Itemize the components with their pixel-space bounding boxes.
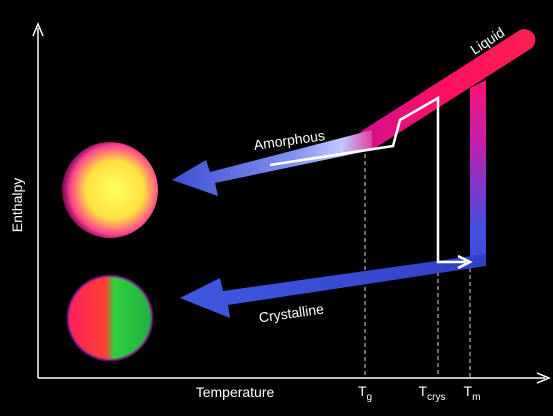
liquid-band	[360, 29, 535, 150]
temperature-labels: Tg Tcrys Tm	[358, 383, 481, 403]
x-axis-label: Temperature	[196, 384, 275, 400]
temperature-label: Tm	[464, 383, 481, 403]
page: Enthalpy Temperature Liquid Amorphous Cr…	[0, 0, 553, 416]
path-line	[270, 98, 466, 262]
temperature-label: Tcrys	[419, 383, 446, 403]
label-subscript: g	[367, 392, 373, 403]
amorphous-sphere	[62, 142, 158, 238]
y-axis-label: Enthalpy	[9, 178, 25, 232]
diagram: Enthalpy Temperature Liquid Amorphous Cr…	[0, 0, 553, 416]
melting-band	[470, 80, 486, 268]
cooling-path	[270, 98, 470, 268]
temperature-label: Tg	[358, 383, 372, 403]
label-subscript: m	[472, 392, 480, 403]
crystalline-label: Crystalline	[258, 301, 325, 326]
label-subscript: crys	[427, 392, 445, 403]
crystalline-arrow	[180, 254, 486, 318]
